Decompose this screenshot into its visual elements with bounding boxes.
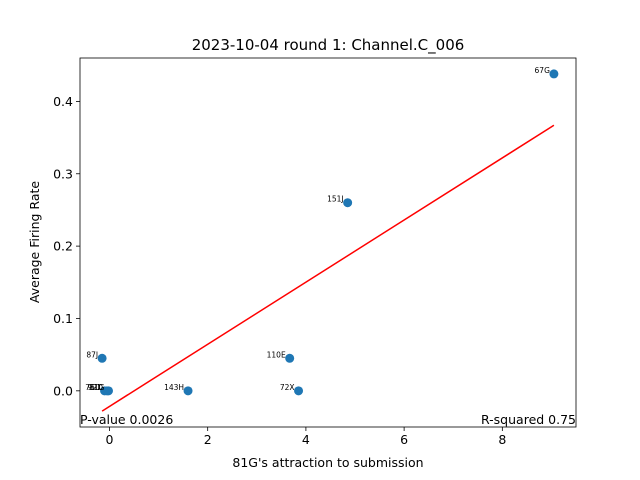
y-axis-label: Average Firing Rate bbox=[27, 181, 42, 303]
regression-line bbox=[101, 124, 555, 412]
data-point bbox=[294, 386, 304, 396]
point-label: 72X bbox=[280, 383, 295, 392]
p-value-text: P-value 0.0026 bbox=[80, 412, 173, 427]
x-axis-label: 81G's attraction to submission bbox=[232, 455, 423, 470]
plot-area bbox=[79, 57, 577, 428]
data-point bbox=[97, 353, 107, 363]
data-point bbox=[343, 198, 353, 208]
data-point bbox=[183, 386, 193, 396]
data-point bbox=[549, 69, 559, 79]
y-tick-label: 0.0 bbox=[53, 383, 73, 398]
point-label: 92D bbox=[88, 383, 104, 392]
data-point bbox=[285, 353, 295, 363]
r-squared-text: R-squared 0.75 bbox=[481, 412, 576, 427]
point-label: 67G bbox=[535, 66, 551, 75]
y-tick-label: 0.2 bbox=[53, 239, 73, 254]
point-label: 110E bbox=[267, 350, 286, 359]
y-tick-label: 0.3 bbox=[53, 166, 73, 181]
y-tick-label: 0.4 bbox=[53, 94, 73, 109]
x-tick-label: 4 bbox=[302, 432, 310, 447]
point-label: 76D bbox=[85, 383, 101, 392]
chart-title: 2023-10-04 round 1: Channel.C_006 bbox=[192, 36, 465, 55]
x-axis: 0 2 4 6 8 bbox=[105, 427, 506, 447]
point-label: 151J bbox=[327, 195, 344, 204]
x-tick-label: 0 bbox=[105, 432, 113, 447]
point-label: 81G bbox=[89, 383, 105, 392]
y-tick-label: 0.1 bbox=[53, 311, 73, 326]
point-label: 87J bbox=[86, 350, 98, 359]
x-tick-label: 8 bbox=[498, 432, 506, 447]
point-label: 143H bbox=[164, 383, 184, 392]
data-point bbox=[103, 386, 113, 396]
x-tick-label: 6 bbox=[400, 432, 408, 447]
y-axis: 0.0 0.1 0.2 0.3 0.4 bbox=[53, 94, 80, 398]
x-tick-label: 2 bbox=[204, 432, 212, 447]
